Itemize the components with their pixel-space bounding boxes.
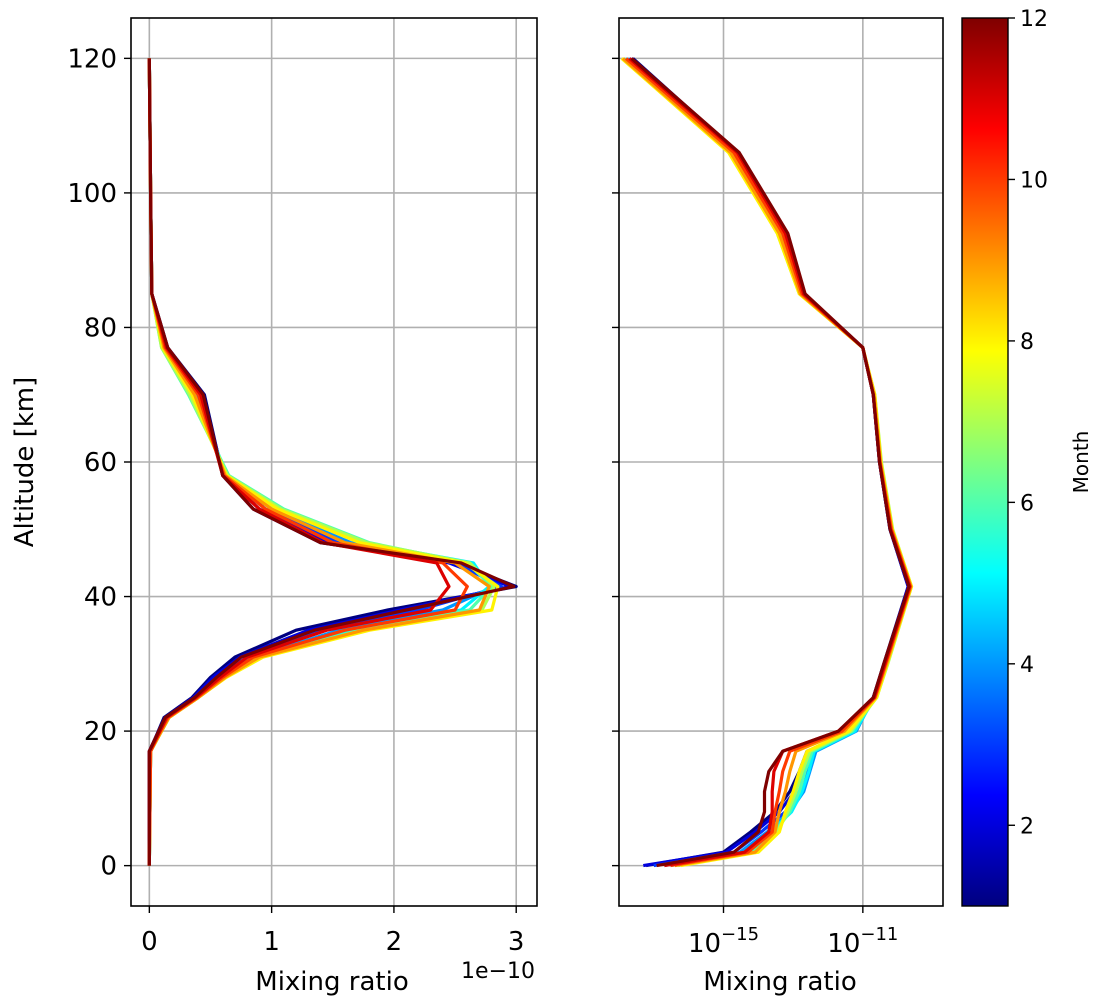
left-y-tick-label: 40 [84,583,117,613]
colorbar-tick-label: 4 [1020,653,1034,678]
right-series-month-12 [630,57,911,868]
colorbar-tick-label: 6 [1020,491,1034,516]
left-series-month-12 [147,58,516,866]
left-x-tick-label: 1 [263,927,280,957]
colorbar-gradient [962,18,1008,906]
left-series-group [147,58,518,866]
colorbar-frame [961,17,1009,907]
left-x-ticks: 0 1 2 3 [141,906,524,957]
right-plot: 10−15 10−11 Mixing ratio [612,17,944,997]
colorbar-tick-label: 10 [1020,168,1048,193]
right-grid [619,18,943,906]
right-x-tick-label: 10−15 [688,924,759,959]
right-x-tick-label: 10−11 [827,924,898,959]
right-y-ticks [612,57,619,867]
colorbar-ticks: 2 4 6 8 10 12 [1008,7,1048,839]
colorbar-tick-label: 8 [1020,330,1034,355]
left-grid [131,18,537,906]
colorbar-label: Month [1069,431,1093,494]
left-y-tick-label: 120 [67,44,117,74]
right-x-ticks: 10−15 10−11 [688,906,898,959]
left-x-tick-label: 2 [386,927,403,957]
left-y-ticks: 0 20 40 60 80 100 120 [67,44,131,882]
colorbar-tick-label: 2 [1020,814,1034,839]
left-y-tick-label: 0 [100,852,117,882]
left-x-offset-text: 1e−10 [461,959,535,984]
right-series-group [620,57,914,868]
left-y-tick-label: 60 [84,448,117,478]
left-y-tick-label: 20 [84,717,117,747]
left-x-axis-label: Mixing ratio [255,967,408,997]
y-axis-label: Altitude [km] [10,377,40,548]
left-x-tick-label: 0 [141,927,158,957]
right-x-axis-label: Mixing ratio [703,967,856,997]
left-x-tick-label: 3 [508,927,525,957]
colorbar-tick-label: 12 [1020,7,1048,32]
left-y-tick-label: 80 [84,313,117,343]
colorbar: 2 4 6 8 10 12 Month [961,7,1093,907]
left-y-tick-label: 100 [67,179,117,209]
